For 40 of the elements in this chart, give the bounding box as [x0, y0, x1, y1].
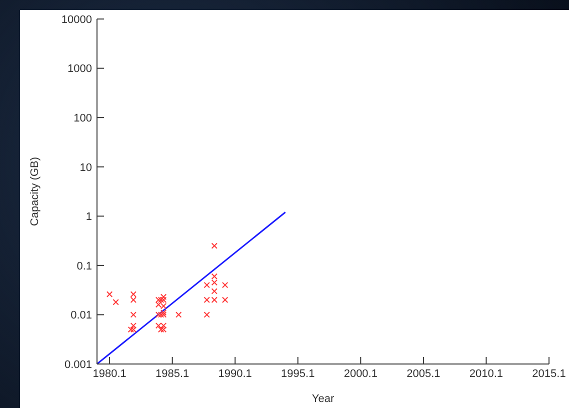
y-tick-label: 1000: [68, 63, 92, 76]
point: [211, 288, 218, 294]
x-tick-label: 2010.1: [469, 368, 504, 380]
point: [130, 322, 137, 329]
point: [211, 279, 218, 286]
point: [112, 299, 119, 306]
point: [160, 294, 167, 300]
point: [211, 242, 218, 249]
point: [130, 312, 137, 318]
y-axis-title: Capacity (GB): [28, 156, 41, 226]
x-tick-label: 1980.1: [92, 368, 126, 380]
point: [204, 312, 210, 318]
point: [160, 326, 167, 333]
point: [222, 296, 228, 303]
y-tick-label: 100: [74, 112, 92, 124]
x-tick-label: 1985.1: [156, 368, 190, 380]
x-tick-label: 2000.1: [344, 368, 378, 380]
x-tick-label: 1995.1: [281, 368, 315, 380]
point: [158, 296, 164, 303]
x-tick-label: 2005.1: [406, 368, 440, 380]
point: [106, 291, 113, 298]
point: [204, 282, 210, 288]
x-tick-label: 2015.1: [532, 368, 566, 380]
y-tick-label: 0.01: [70, 310, 92, 322]
point: [128, 326, 134, 333]
y-tick-label: 10000: [61, 14, 92, 26]
point: [158, 312, 164, 318]
point: [130, 326, 137, 333]
y-tick-label: 0.001: [64, 358, 92, 371]
point: [130, 296, 137, 303]
x-axis-title: Year: [312, 393, 334, 405]
point: [176, 312, 182, 318]
point: [211, 273, 218, 280]
y-tick-label: 1: [86, 211, 92, 224]
point: [222, 282, 228, 288]
y-tick-label: 10: [80, 162, 92, 174]
point: [130, 291, 137, 298]
y-tick-label: 0.1: [76, 260, 92, 272]
point: [158, 326, 164, 333]
x-tick-label: 1990.1: [218, 368, 252, 380]
